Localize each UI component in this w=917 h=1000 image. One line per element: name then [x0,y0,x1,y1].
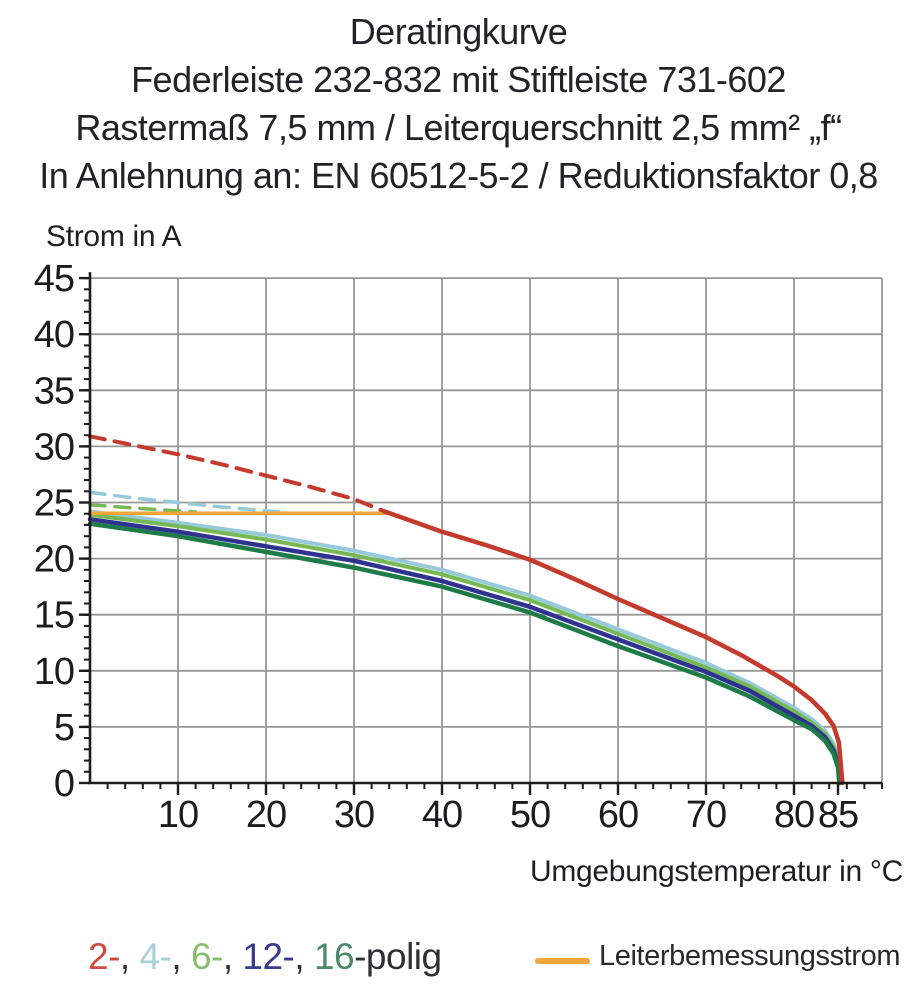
x-tick-label: 10 [158,794,198,836]
x-tick-label: 80 [774,794,814,836]
legend-pole-separator: , [222,936,243,977]
series-curve [88,502,198,514]
title-line-1: Deratingkurve [349,11,568,52]
x-tick-label: 40 [422,794,462,836]
legend-pole-separator: , [294,936,314,977]
chart-title-block: Deratingkurve Federleiste 232-832 mit St… [0,8,917,200]
legend-pole-separator: , [171,936,191,977]
y-tick-label: 15 [34,595,74,637]
series-curve [88,434,387,514]
x-tick-label: 85 [818,794,858,836]
y-tick-label: 10 [34,651,74,693]
y-tick-label: 20 [34,539,74,581]
y-tick-label: 25 [34,483,74,525]
y-tick-label: 0 [54,763,74,805]
y-tick-label: 5 [54,707,74,749]
y-axis-title: Strom in A [46,220,182,253]
rated-current-line-swatch [535,958,590,964]
x-tick-label: 60 [598,794,638,836]
derating-chart-plot: 10 20 30 40 50 60 70 80 85 0 5 10 15 20 25 30 35 40 45 [0,210,917,855]
legend-pole-separator: , [119,936,140,977]
x-tick-label: 20 [246,794,286,836]
y-tick-label: 40 [34,314,74,356]
legend-pole-item: 2- [88,936,120,977]
legend-pole-item: 4- [139,936,172,977]
x-tick-label: 50 [510,794,550,836]
x-axis-title: Umgebungstemperatur in °C [529,855,903,888]
series-curve [382,509,845,786]
title-line-3: Rastermaß 7,5 mm / Leiterquerschnitt 2,5… [75,107,842,148]
x-tick-label: 70 [686,794,726,836]
legend-row: 2-, 4-, 6-, 12-, 16-polig Leiterbemessun… [0,936,917,996]
rated-current-legend-label: Leiterbemessungsstrom [599,940,901,972]
legend-pole-item: 16 [313,936,355,977]
chart-svg: 10 20 30 40 50 60 70 80 85 0 5 10 15 20 25 30 35 40 45 [34,258,883,836]
title-line-2: Federleiste 232-832 mit Stiftleiste 731-… [131,59,786,100]
legend-pole-separator: -polig [354,936,442,977]
y-tick-label: 35 [34,370,74,412]
series-curve [88,490,281,514]
legend-pole-item: 12- [242,936,295,977]
pole-count-legend: 2-, 4-, 6-, 12-, 16-polig [88,936,442,978]
series-curve [87,521,842,786]
y-tick-label: 30 [34,426,74,468]
x-tick-label: 30 [334,794,374,836]
legend-pole-item: 6- [190,936,223,977]
title-line-4: In Anlehnung an: EN 60512-5-2 / Reduktio… [39,155,878,196]
y-tick-label: 45 [34,258,74,300]
